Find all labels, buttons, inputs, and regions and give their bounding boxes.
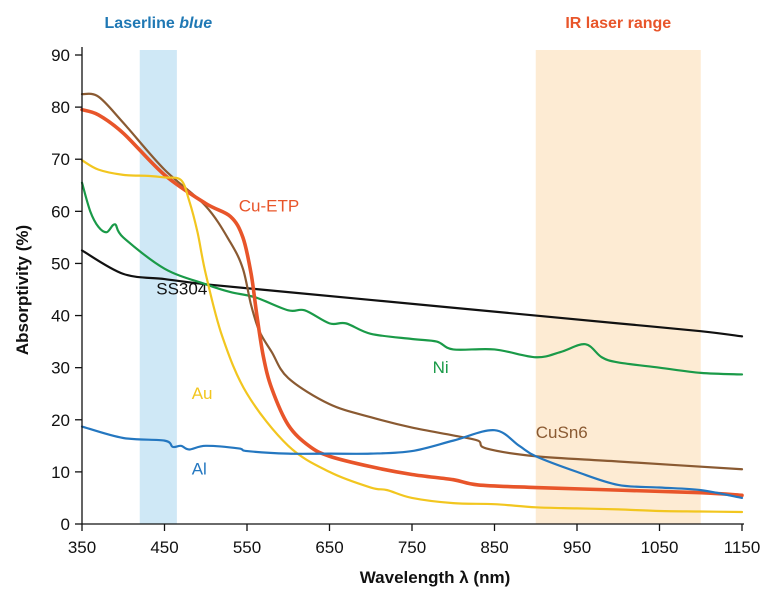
band-label-text: IR laser range bbox=[565, 15, 671, 32]
band-label: IR laser range bbox=[565, 15, 671, 32]
series-label: SS304 bbox=[156, 280, 207, 299]
axes: 0 10 20 30 40 50 60 70 80 90 350 450 550 650 750 850 950… bbox=[51, 46, 760, 557]
series-label: Cu-ETP bbox=[239, 196, 299, 215]
x-tick-label: 850 bbox=[480, 538, 508, 557]
y-tick-label: 20 bbox=[51, 411, 70, 430]
x-tick-label: 650 bbox=[315, 538, 343, 557]
x-tick-label: 350 bbox=[68, 538, 96, 557]
band-label-text: Laserline bbox=[105, 15, 180, 32]
y-axis-label: Absorptivity (%) bbox=[13, 225, 32, 355]
y-tick-label: 50 bbox=[51, 254, 70, 273]
series-label: Ni bbox=[433, 358, 449, 377]
x-tick-label: 1050 bbox=[641, 538, 679, 557]
x-tick-label: 550 bbox=[233, 538, 261, 557]
x-tick-label: 450 bbox=[150, 538, 178, 557]
y-tick-label: 10 bbox=[51, 463, 70, 482]
series-lines: SS304 Ni CuSn6 Cu-ETP Au Al bbox=[80, 92, 744, 514]
series-label: Au bbox=[192, 384, 213, 403]
y-tick-label: 30 bbox=[51, 359, 70, 378]
y-tick-label: 70 bbox=[51, 150, 70, 169]
series-line-cu-etp bbox=[80, 107, 744, 498]
series-label: Al bbox=[192, 459, 207, 478]
series-line-au bbox=[80, 159, 744, 514]
y-tick-label: 90 bbox=[51, 46, 70, 65]
band-label-emphasis: blue bbox=[179, 15, 212, 32]
series-line-ss304 bbox=[80, 249, 744, 338]
y-tick-label: 80 bbox=[51, 98, 70, 117]
x-axis-label: Wavelength λ (nm) bbox=[360, 568, 511, 587]
series-line-al bbox=[80, 425, 744, 500]
series-line-ni bbox=[80, 181, 744, 376]
y-tick-label: 60 bbox=[51, 202, 70, 221]
x-tick-label: 950 bbox=[563, 538, 591, 557]
x-tick-label: 1150 bbox=[724, 538, 761, 557]
series-label: CuSn6 bbox=[536, 423, 588, 442]
y-tick-label: 0 bbox=[61, 515, 70, 534]
band-rect bbox=[535, 50, 701, 524]
y-tick-label: 40 bbox=[51, 307, 70, 326]
band-label: Laserline blue bbox=[105, 15, 213, 32]
laser-bands: Laserline blue IR laser range bbox=[105, 15, 701, 524]
x-tick-label: 750 bbox=[398, 538, 426, 557]
